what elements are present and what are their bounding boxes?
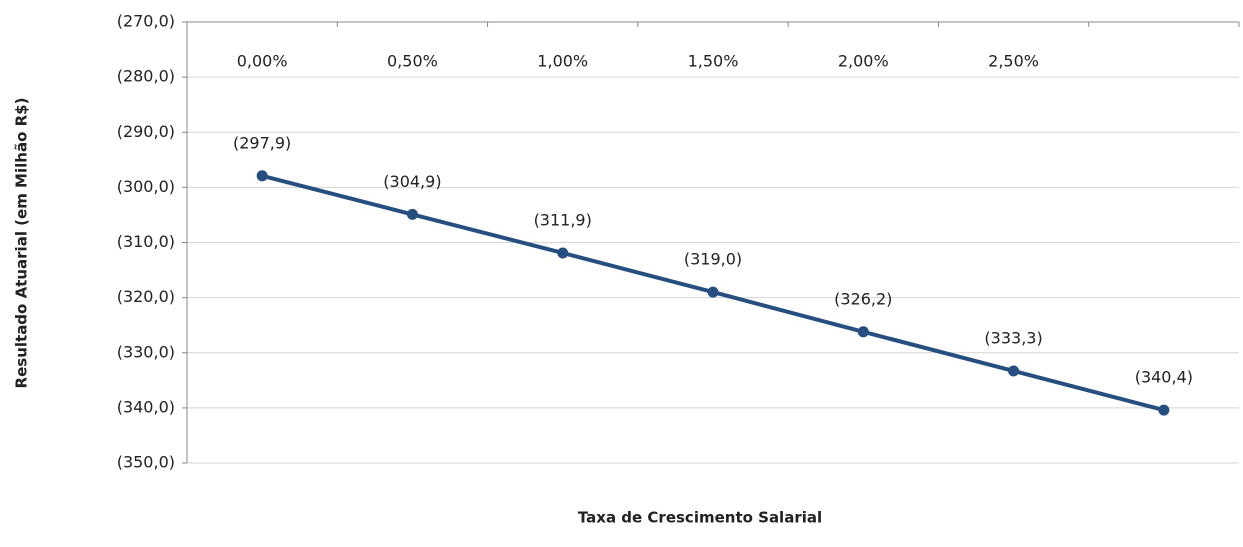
data-label: (311,9) (534, 210, 592, 229)
y-tick-label: (290,0) (117, 122, 175, 141)
y-axis-title: Resultado Atuarial (em Milhão R$) (13, 98, 31, 389)
y-tick-label: (340,0) (117, 397, 175, 416)
y-tick-label: (270,0) (117, 12, 175, 31)
y-tick-label: (280,0) (117, 67, 175, 86)
y-tick-label: (320,0) (117, 287, 175, 306)
data-label: (340,4) (1135, 368, 1193, 387)
y-tick-label: (350,0) (117, 453, 175, 472)
x-tick-label: 2,50% (988, 52, 1039, 71)
data-label: (319,0) (684, 250, 742, 269)
y-tick-label: (300,0) (117, 177, 175, 196)
point (557, 247, 569, 259)
x-tick-label: 1,00% (537, 52, 588, 71)
point (1008, 365, 1020, 377)
point (1158, 404, 1170, 416)
y-tick-label: (330,0) (117, 342, 175, 361)
data-label: (297,9) (233, 133, 291, 152)
data-label: (304,9) (383, 172, 441, 191)
point (256, 170, 268, 182)
x-tick-label: 1,50% (688, 52, 739, 71)
point (857, 326, 869, 338)
point (406, 208, 418, 220)
x-tick-label: 0,00% (237, 52, 288, 71)
x-tick-label: 0,50% (387, 52, 438, 71)
x-tick-label: 2,00% (838, 52, 889, 71)
x-axis-title: Taxa de Crescimento Salarial (578, 509, 822, 527)
data-label: (326,2) (834, 289, 892, 308)
data-label: (333,3) (984, 328, 1042, 347)
point (707, 286, 719, 298)
y-tick-label: (310,0) (117, 232, 175, 251)
